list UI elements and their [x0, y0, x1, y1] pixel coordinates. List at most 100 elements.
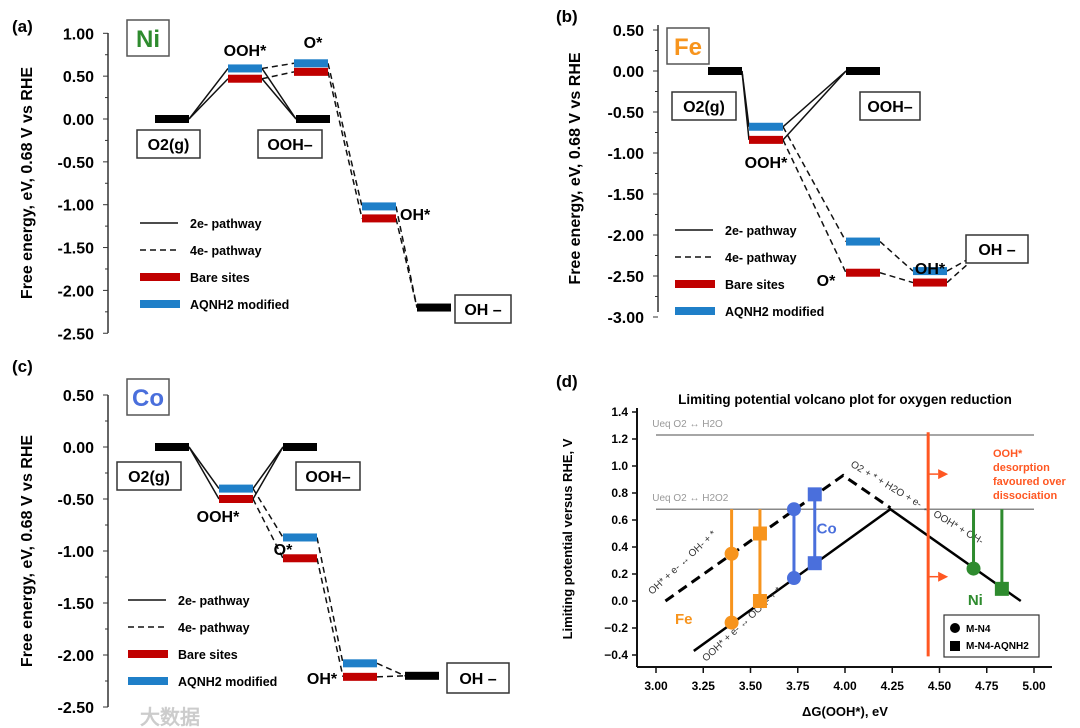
- legend-label: 4e- pathway: [178, 621, 250, 635]
- y-tick-label: −0.2: [604, 621, 628, 635]
- divider-annotation: OOH*: [993, 448, 1023, 460]
- level-OH_minus: [417, 303, 451, 312]
- legend-label: Bare sites: [178, 648, 238, 662]
- y-tick-label: 0.50: [63, 69, 94, 86]
- state-box-label: OH –: [464, 302, 501, 319]
- divider-annotation: dissociation: [993, 490, 1057, 502]
- state-box-label: O2(g): [128, 469, 170, 486]
- panel-label: (c): [12, 357, 33, 376]
- legend-label: M-N4-AQNH2: [966, 641, 1029, 652]
- arrow-right-icon: [938, 571, 949, 582]
- y-tick-label: -3.00: [608, 310, 645, 327]
- state-label: OOH*: [745, 155, 788, 172]
- co-circle-point: [786, 571, 801, 586]
- level-OOH_minus: [296, 115, 330, 123]
- level-bare-OOH_star: [749, 135, 783, 144]
- state-label: OH*: [915, 261, 946, 278]
- series-label: Co: [817, 521, 837, 538]
- legend-label: Bare sites: [725, 278, 785, 292]
- 2e-pathway-line: [188, 446, 220, 490]
- y-tick-label: 0.2: [611, 567, 628, 581]
- 2e-pathway-line: [188, 446, 220, 500]
- reference-line-label: Ueq O2 ↔ H2O2: [652, 493, 729, 504]
- y-tick-label: -0.50: [608, 105, 645, 122]
- legend-label: 2e- pathway: [178, 594, 250, 608]
- level-bare-O_star: [846, 268, 880, 277]
- level-bare-O_star: [294, 67, 328, 76]
- state-box: [965, 234, 1029, 264]
- legend-label: 2e- pathway: [190, 217, 262, 231]
- state-label: O*: [274, 542, 293, 559]
- energy-panel-ni: (a) 1.00 0.50 0.00 -0.50 -1.00 -1.50 -2.00 -2.50…: [12, 17, 512, 343]
- divider-annotation: favoured over: [993, 476, 1066, 488]
- 4e-pathway-line: [316, 558, 344, 678]
- energy-panel-co: (c) 0.50 0.00 -0.50 -1.00 -1.50 -2.00 -2.50 Free…: [12, 357, 510, 717]
- level-bare-O_star: [283, 554, 317, 563]
- legend-swatch: [128, 677, 168, 685]
- y-axis-title: Limiting potential versus RHE, V: [560, 438, 575, 639]
- panel-label: (d): [556, 372, 578, 391]
- series-label: Fe: [675, 611, 693, 628]
- 4e-pathway-line: [376, 662, 406, 677]
- y-tick-label: 0.4: [611, 540, 628, 554]
- state-box-label: OH –: [459, 671, 496, 688]
- y-tick-label: -2.00: [608, 228, 645, 245]
- x-tick-label: 4.50: [928, 679, 952, 693]
- energy-panel-fe: (b) 0.50 0.00 -0.50 -1.00 -1.50 -2.00 -2.50 -3.0…: [556, 7, 1029, 327]
- level-bare-OOH_star: [228, 74, 262, 83]
- state-label: OH*: [400, 207, 431, 224]
- metal-label: Fe: [674, 34, 702, 61]
- y-tick-label: -2.00: [58, 648, 95, 665]
- y-tick-label: 1.4: [611, 405, 628, 419]
- x-tick-label: 5.00: [1022, 679, 1046, 693]
- level-bare-OOH_star: [219, 495, 253, 503]
- level-modified-OH_star: [913, 267, 947, 276]
- y-tick-label: 1.0: [611, 459, 628, 473]
- level-OH_minus: [405, 671, 439, 680]
- y-axis-title: Free energy, eV, 0.68 V vs RHE: [567, 52, 584, 284]
- metal-box: [126, 19, 170, 57]
- y-tick-label: -1.50: [58, 596, 95, 613]
- legend-circle-icon: [950, 623, 960, 633]
- x-tick-label: 3.75: [786, 679, 810, 693]
- state-box: [136, 129, 201, 159]
- 4e-pathway-line: [879, 241, 914, 272]
- co-square-point: [807, 487, 822, 502]
- 4e-pathway-line: [327, 63, 363, 207]
- y-tick-label: -0.50: [58, 155, 95, 172]
- 2e-pathway-line: [188, 78, 229, 120]
- divider-annotation: desorption: [993, 462, 1050, 474]
- state-label: OH*: [307, 671, 338, 688]
- 4e-pathway-line: [261, 62, 295, 70]
- reference-line-label: Ueq O2 ↔ H2O: [652, 419, 723, 430]
- y-tick-label: −0.4: [604, 648, 628, 662]
- y-tick-label: 0.00: [613, 64, 644, 81]
- state-box-label: O2(g): [148, 137, 190, 154]
- arrow-right-icon: [938, 469, 949, 480]
- metal-box: [666, 27, 710, 65]
- fe-circle-point: [724, 546, 739, 561]
- state-box-label: OOH–: [267, 137, 312, 154]
- state-box-label: OOH–: [867, 99, 912, 116]
- 4e-pathway-line: [252, 498, 284, 559]
- legend-label: 4e- pathway: [725, 251, 797, 265]
- level-bare-OH_star: [362, 214, 396, 223]
- metal-box: [126, 378, 170, 416]
- legend-swatch: [128, 650, 168, 658]
- co-square-point: [807, 556, 822, 571]
- watermark: 大数据: [140, 705, 200, 728]
- x-tick-label: 3.25: [692, 679, 716, 693]
- y-tick-label: 0.00: [63, 112, 94, 129]
- panel-label: (b): [556, 7, 578, 26]
- 2e-pathway-line: [261, 68, 297, 120]
- 2e-pathway-line: [782, 70, 847, 141]
- state-box: [257, 129, 323, 159]
- state-box-label: OOH–: [305, 469, 350, 486]
- level-modified-OOH_star: [228, 64, 262, 73]
- y-tick-label: -2.50: [58, 700, 95, 717]
- 4e-pathway-line: [395, 206, 418, 308]
- legend-swatch: [140, 273, 180, 281]
- y-tick-label: 1.2: [611, 432, 628, 446]
- y-axis-title: Free energy, eV, 0.68 V vs RHE: [19, 435, 36, 667]
